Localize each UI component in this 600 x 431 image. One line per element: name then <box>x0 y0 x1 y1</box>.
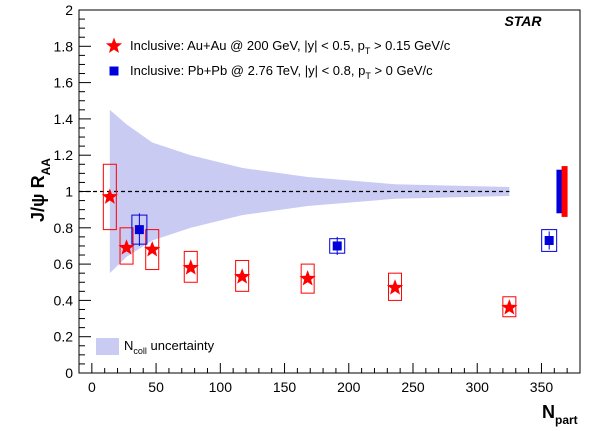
systematic-box <box>502 296 517 318</box>
legend-entry-au-au: Inclusive: Au+Au @ 200 GeV, |y| < 0.5, p… <box>130 38 451 56</box>
legend-entry-ncoll: Ncoll uncertainty <box>124 338 215 356</box>
y-tick-label: 1 <box>65 184 73 200</box>
global-uncertainty-bar <box>561 166 568 217</box>
legend-entry-pb-pb: Inclusive: Pb+Pb @ 2.76 TeV, |y| < 0.8, … <box>130 63 433 81</box>
axis-layer: 0 50 100 150 200 250 300 350 0 0.2 0.4 0.6 0.8 1 1.2 1.… <box>54 2 568 395</box>
global-uncertainty-bar <box>556 169 563 214</box>
systematic-box <box>235 259 250 292</box>
x-tick-label: 300 <box>466 379 490 395</box>
x-tick-label: 150 <box>273 379 297 395</box>
y-tick-label: 0.6 <box>54 256 74 272</box>
systematic-box <box>183 250 198 283</box>
y-tick-label: 2 <box>65 2 73 18</box>
x-tick-label: 50 <box>148 379 164 395</box>
au-au-data-point <box>182 259 199 275</box>
au-au-data-point <box>101 188 118 204</box>
x-tick-label: 0 <box>88 379 96 395</box>
y-tick-label: 1.2 <box>54 147 74 163</box>
x-tick-label: 100 <box>209 379 233 395</box>
y-tick-label: 1.4 <box>54 111 74 127</box>
y-tick-label: 0.4 <box>54 292 74 308</box>
pb-pb-data-point <box>544 236 554 246</box>
systematic-box <box>541 229 558 252</box>
legend-marker-square <box>109 66 119 76</box>
legend: Inclusive: Au+Au @ 200 GeV, |y| < 0.5, p… <box>96 37 451 356</box>
au-au-data-point <box>234 268 251 284</box>
y-tick-label: 0.8 <box>54 220 74 236</box>
ncoll-uncertainty-band-layer <box>109 109 510 274</box>
au-au-data-point <box>501 299 518 315</box>
legend-star-symbol <box>105 37 123 53</box>
x-tick-label: 200 <box>337 379 361 395</box>
y-tick-label: 0.2 <box>54 329 74 345</box>
global-uncertainty-layer <box>556 166 568 217</box>
systematic-box <box>102 163 117 231</box>
y-tick-label: 1.8 <box>54 38 74 54</box>
y-tick-label: 1.6 <box>54 75 74 91</box>
x-tick-label: 250 <box>401 379 425 395</box>
ncoll-uncertainty-band <box>109 109 510 274</box>
y-axis-label: J/ψ RAA <box>28 158 53 222</box>
experiment-label: STAR <box>504 13 542 29</box>
pb-pb-data-point <box>332 241 342 251</box>
y-tick-label: 0 <box>65 365 73 381</box>
data-point-layer <box>101 188 554 315</box>
legend-square-symbol <box>109 66 119 76</box>
au-au-data-point <box>299 270 316 286</box>
x-axis-label: Npart <box>542 402 578 427</box>
au-au-data-point <box>144 241 161 257</box>
pb-pb-data-point <box>134 225 144 235</box>
legend-marker-star <box>105 37 123 53</box>
systematic-box <box>388 272 403 301</box>
systematic-box <box>300 263 315 294</box>
au-au-data-point <box>118 239 135 255</box>
systematic-box <box>145 229 160 271</box>
x-tick-label: 350 <box>530 379 554 395</box>
legend-ncoll-swatch <box>96 338 119 355</box>
au-au-data-point <box>386 279 404 295</box>
